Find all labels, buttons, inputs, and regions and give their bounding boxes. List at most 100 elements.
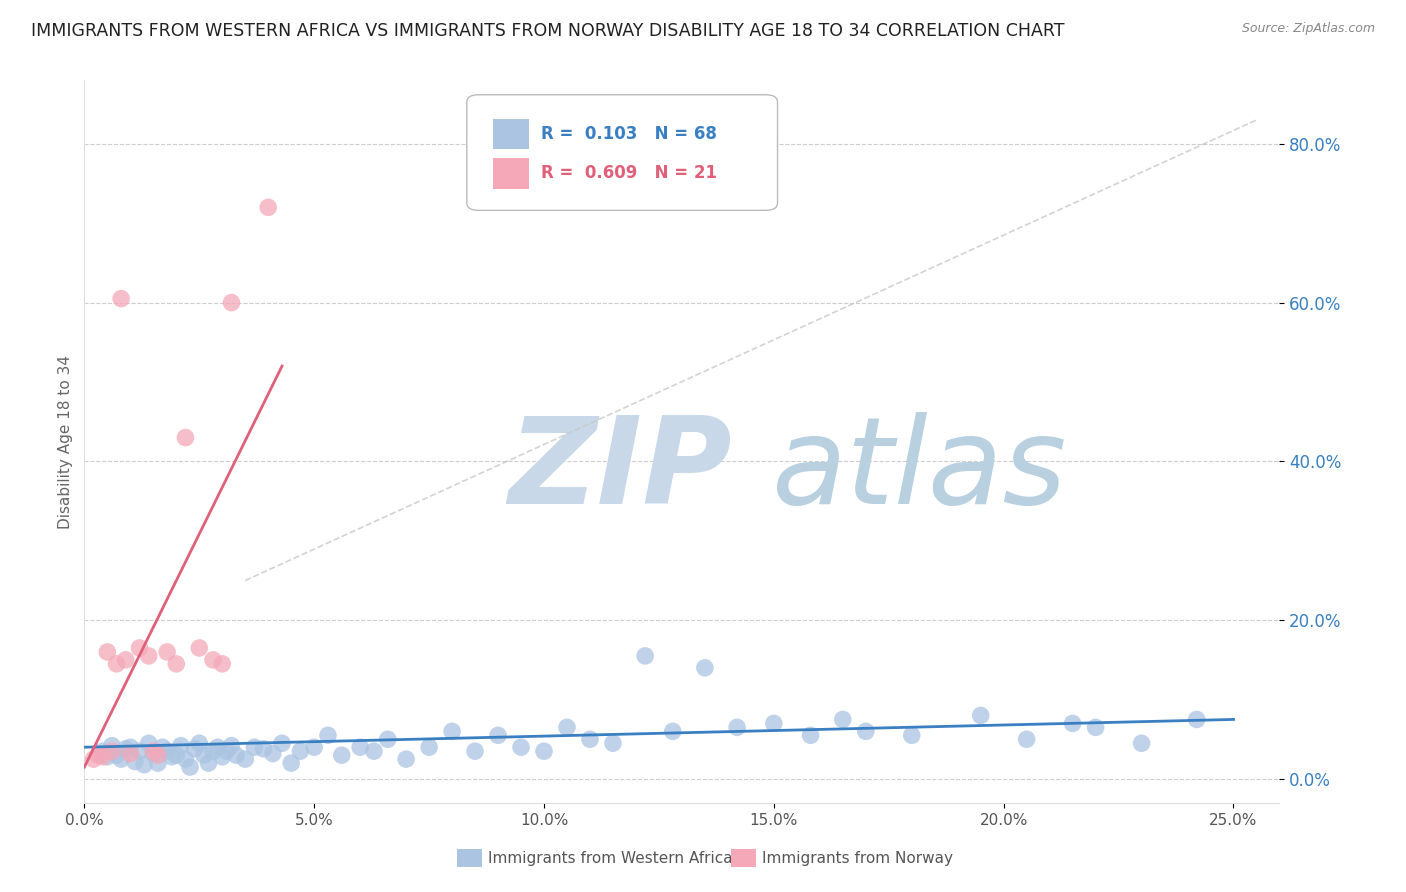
Point <box>271 736 294 750</box>
Point <box>1015 732 1038 747</box>
Point <box>101 744 124 758</box>
Point <box>225 748 247 763</box>
Point <box>142 744 165 758</box>
Point <box>486 728 509 742</box>
Point <box>202 653 225 667</box>
Point <box>579 732 602 747</box>
Point <box>96 749 118 764</box>
Point <box>110 292 132 306</box>
Point <box>253 741 276 756</box>
Point <box>83 752 105 766</box>
Point <box>87 748 110 763</box>
Point <box>188 736 211 750</box>
Point <box>221 739 243 753</box>
Point <box>165 657 187 671</box>
Point <box>114 653 136 667</box>
Point <box>179 760 201 774</box>
Point <box>280 756 302 770</box>
Point <box>138 736 160 750</box>
Point <box>418 740 440 755</box>
Point <box>211 657 233 671</box>
Point <box>152 740 174 755</box>
Point <box>1084 720 1107 734</box>
Point <box>634 648 657 663</box>
Point <box>693 661 716 675</box>
Point <box>510 740 533 755</box>
Point <box>197 756 219 770</box>
Point <box>800 728 823 742</box>
Point <box>202 744 225 758</box>
Point <box>91 749 114 764</box>
Point <box>302 740 325 755</box>
FancyBboxPatch shape <box>467 95 778 211</box>
Point <box>146 756 169 770</box>
Point <box>602 736 624 750</box>
Point <box>132 757 156 772</box>
Point <box>110 752 132 766</box>
Point <box>101 739 124 753</box>
Point <box>441 724 464 739</box>
Point <box>555 720 578 734</box>
Text: Immigrants from Western Africa: Immigrants from Western Africa <box>488 851 733 865</box>
Point <box>120 747 142 761</box>
Point <box>183 741 205 756</box>
Point <box>142 747 165 761</box>
Point <box>725 720 748 734</box>
Point <box>215 744 238 758</box>
Point <box>211 749 233 764</box>
Text: Source: ZipAtlas.com: Source: ZipAtlas.com <box>1241 22 1375 36</box>
Point <box>146 748 169 763</box>
Point <box>395 752 418 766</box>
Point <box>1130 736 1153 750</box>
Point <box>762 716 785 731</box>
Point <box>193 748 215 763</box>
Bar <box>494 158 529 189</box>
Point <box>156 645 179 659</box>
Point <box>290 744 312 758</box>
Point <box>138 648 160 663</box>
Point <box>124 755 146 769</box>
Point <box>91 744 114 758</box>
Point <box>349 740 371 755</box>
Point <box>257 200 280 214</box>
Point <box>160 749 183 764</box>
Point <box>1185 713 1208 727</box>
Point <box>170 739 193 753</box>
Point <box>120 740 142 755</box>
Point <box>174 431 197 445</box>
Point <box>207 740 229 755</box>
Point <box>855 724 877 739</box>
Point <box>96 645 118 659</box>
Point <box>377 732 399 747</box>
Point <box>831 713 853 727</box>
Text: IMMIGRANTS FROM WESTERN AFRICA VS IMMIGRANTS FROM NORWAY DISABILITY AGE 18 TO 34: IMMIGRANTS FROM WESTERN AFRICA VS IMMIGR… <box>31 22 1064 40</box>
Text: R =  0.609   N = 21: R = 0.609 N = 21 <box>541 164 717 183</box>
Point <box>262 747 284 761</box>
Point <box>233 752 256 766</box>
Point <box>316 728 339 742</box>
Point <box>128 744 150 758</box>
Y-axis label: Disability Age 18 to 34: Disability Age 18 to 34 <box>58 354 73 529</box>
Bar <box>494 119 529 149</box>
Point <box>464 744 486 758</box>
Point <box>533 744 555 758</box>
Point <box>105 748 128 763</box>
Point <box>1062 716 1084 731</box>
Point <box>221 295 243 310</box>
Point <box>156 744 179 758</box>
Point <box>243 740 266 755</box>
Point <box>165 748 187 763</box>
Point <box>363 744 385 758</box>
Point <box>174 752 197 766</box>
Text: R =  0.103   N = 68: R = 0.103 N = 68 <box>541 125 717 143</box>
Point <box>128 640 150 655</box>
Point <box>188 640 211 655</box>
Point <box>900 728 922 742</box>
Point <box>330 748 353 763</box>
Point <box>661 724 683 739</box>
Point <box>114 741 136 756</box>
Text: ZIP: ZIP <box>509 412 733 529</box>
Point <box>105 657 128 671</box>
Text: Immigrants from Norway: Immigrants from Norway <box>762 851 953 865</box>
Point <box>970 708 993 723</box>
